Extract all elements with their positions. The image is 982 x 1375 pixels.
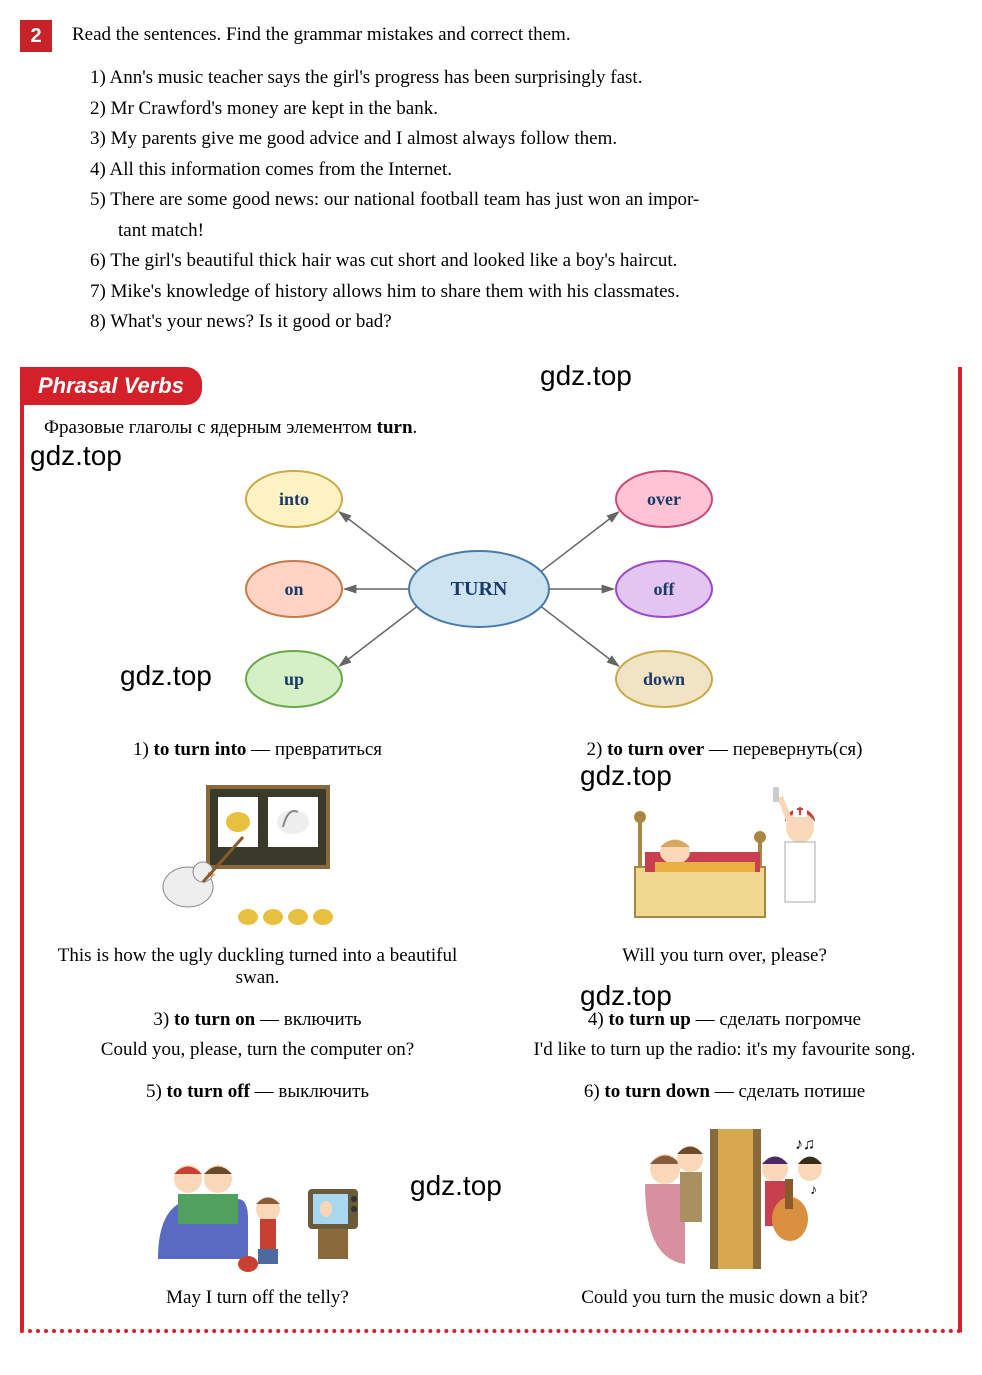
sentence-7: 7) Mike's knowledge of history allows hi…: [90, 278, 962, 307]
def-num-2: 2): [587, 739, 603, 760]
def-example-4: I'd like to turn up the radio: it's my f…: [533, 1039, 915, 1061]
phrasal-tab: Phrasal Verbs: [20, 367, 202, 405]
subtitle-bold: turn: [377, 417, 413, 438]
def-turn-down: 6) to turn down — сделать потише: [511, 1081, 938, 1309]
def-dash-6: — сделать потише: [710, 1081, 865, 1102]
def-turn-into: 1) to turn into — превратиться: [44, 739, 471, 989]
def-num-3: 3): [153, 1009, 169, 1030]
def-dash-2: — перевернуть(ся): [704, 739, 862, 760]
def-example-5: May I turn off the telly?: [166, 1287, 349, 1309]
sentence-8: 8) What's your news? Is it good or bad?: [90, 308, 962, 337]
def-bold-6: to turn down: [604, 1081, 710, 1102]
def-dash-5: — выключить: [250, 1081, 369, 1102]
svg-text:into: into: [279, 489, 309, 509]
svg-text:on: on: [284, 579, 303, 599]
def-dash-3: — включить: [255, 1009, 361, 1030]
def-title-2: 2) to turn over — перевернуть(ся): [587, 739, 863, 761]
exercise-instruction: Read the sentences. Find the grammar mis…: [72, 20, 571, 46]
def-title-5: 5) to turn off — выключить: [146, 1081, 369, 1103]
def-turn-over: 2) to turn over — перевернуть(ся): [511, 739, 938, 989]
def-example-2: Will you turn over, please?: [622, 945, 827, 967]
diagram-svg: TURN into on up over off down: [44, 449, 914, 729]
sentence-4: 4) All this information comes from the I…: [90, 156, 962, 185]
illustration-music: ♪♫ ♪: [615, 1119, 835, 1279]
def-example-6: Could you turn the music down a bit?: [581, 1287, 868, 1309]
svg-text:TURN: TURN: [451, 578, 508, 600]
def-title-6: 6) to turn down — сделать потише: [584, 1081, 865, 1103]
subtitle-prefix: Фразовые глаголы с ядерным элементом: [44, 417, 377, 438]
sentence-5a: 5) There are some good news: our nationa…: [90, 186, 962, 215]
def-bold-2: to turn over: [607, 739, 704, 760]
svg-text:off: off: [654, 579, 676, 599]
def-turn-off: 5) to turn off — выключить: [44, 1081, 471, 1309]
def-bold-3: to turn on: [174, 1009, 255, 1030]
def-title-3: 3) to turn on — включить: [153, 1009, 361, 1031]
def-example-1: This is how the ugly duckling turned int…: [44, 945, 471, 989]
def-turn-up: 4) to turn up — сделать погромче I'd lik…: [511, 1009, 938, 1061]
sentence-1: 1) Ann's music teacher says the girl's p…: [90, 64, 962, 93]
svg-text:over: over: [647, 489, 681, 509]
phrasal-subtitle: Фразовые глаголы с ядерным элементом tur…: [44, 417, 938, 439]
def-dash-4: — сделать погромче: [691, 1009, 861, 1030]
sentence-2: 2) Mr Crawford's money are kept in the b…: [90, 95, 962, 124]
def-num-4: 4): [588, 1009, 604, 1030]
def-num-1: 1): [133, 739, 149, 760]
svg-text:♪♫: ♪♫: [795, 1136, 815, 1153]
illustration-duck: [148, 777, 368, 937]
def-title-4: 4) to turn up — сделать погромче: [588, 1009, 861, 1031]
sentence-list: 1) Ann's music teacher says the girl's p…: [90, 64, 962, 337]
illustration-tv: [148, 1119, 368, 1279]
def-num-5: 5): [146, 1081, 162, 1102]
svg-text:down: down: [643, 669, 685, 689]
subtitle-suffix: .: [413, 417, 418, 438]
sentence-5b: tant match!: [90, 217, 962, 246]
def-title-1: 1) to turn into — превратиться: [133, 739, 382, 761]
exercise-header: 2 Read the sentences. Find the grammar m…: [20, 20, 962, 52]
sentence-3: 3) My parents give me good advice and I …: [90, 125, 962, 154]
phrasal-verbs-box: Phrasal Verbs Фразовые глаголы с ядерным…: [20, 367, 962, 1333]
turn-diagram: TURN into on up over off down: [44, 449, 938, 729]
sentence-6: 6) The girl's beautiful thick hair was c…: [90, 247, 962, 276]
def-dash-1: — превратиться: [246, 739, 382, 760]
definitions-grid: 1) to turn into — превратиться: [44, 739, 938, 1309]
def-bold-1: to turn into: [154, 739, 247, 760]
illustration-nurse: [615, 777, 835, 937]
svg-text:♪: ♪: [810, 1183, 817, 1198]
def-bold-5: to turn off: [167, 1081, 250, 1102]
def-example-3: Could you, please, turn the computer on?: [101, 1039, 414, 1061]
def-turn-on: 3) to turn on — включить Could you, plea…: [44, 1009, 471, 1061]
def-bold-4: to turn up: [608, 1009, 690, 1030]
svg-text:up: up: [284, 669, 304, 689]
def-num-6: 6): [584, 1081, 600, 1102]
exercise-number-badge: 2: [20, 20, 52, 52]
